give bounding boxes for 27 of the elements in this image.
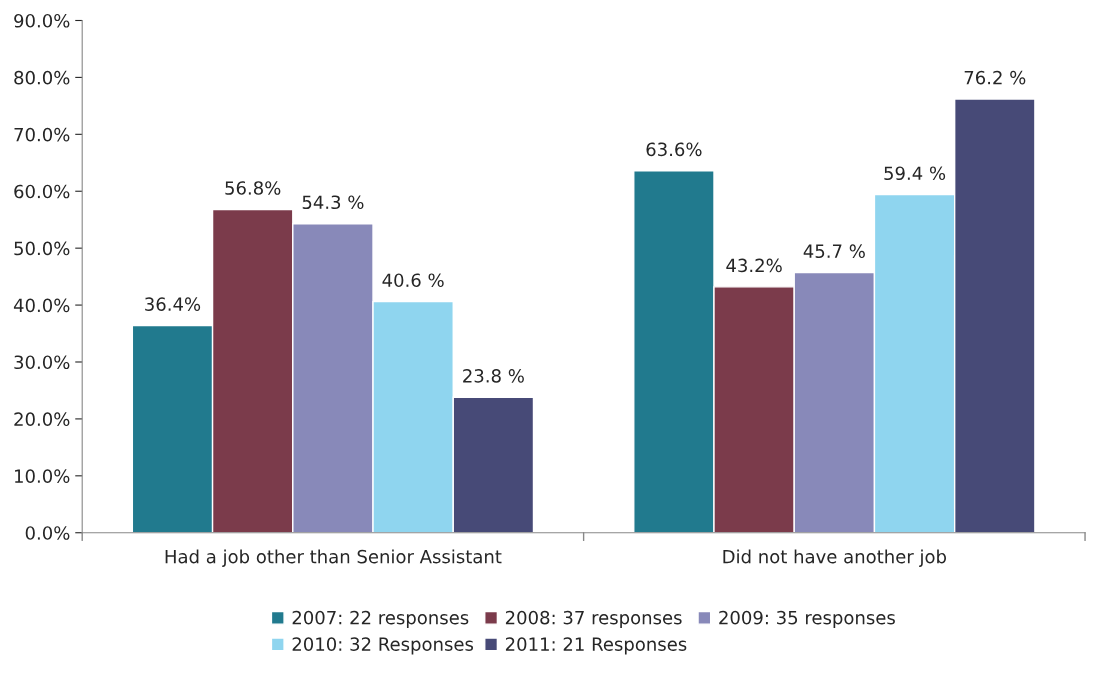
data-label: 76.2 %	[964, 70, 1026, 85]
x-tick-label: Had a job other than Senior Assistant	[165, 549, 502, 567]
legend-label: 2010: 32 Responses	[292, 637, 474, 655]
data-label: 45.7 %	[803, 244, 865, 259]
y-tick-label: 10.0%	[15, 469, 70, 483]
data-label: 43.2%	[726, 258, 782, 273]
data-label: 23.8 %	[463, 369, 524, 383]
legend-label: 2007: 22 responses	[292, 610, 469, 628]
data-label: 56.8%	[225, 181, 281, 195]
y-tick-label: 70.0%	[14, 127, 70, 142]
y-tick-label: 40.0%	[13, 298, 70, 313]
data-label: 59.4 %	[884, 166, 946, 181]
data-label: 63.6%	[646, 142, 702, 157]
x-tick-label: Did not have another job	[723, 549, 947, 567]
y-tick-label: 60.0%	[14, 184, 70, 199]
legend-label: 2008: 37 responses	[505, 610, 682, 628]
legend-label: 2011: 21 Responses	[505, 637, 687, 655]
data-label: 36.4%	[145, 297, 201, 311]
data-label: 40.6 %	[382, 273, 444, 288]
y-tick-label: 50.0%	[14, 241, 70, 256]
y-tick-label: 30.0%	[14, 355, 70, 370]
data-label: 54.3 %	[302, 195, 364, 210]
y-tick-label: 0.0%	[25, 526, 70, 540]
y-tick-label: 90.0%	[14, 13, 70, 28]
legend-label: 2009: 35 responses	[719, 610, 895, 628]
y-tick-label: 80.0%	[14, 70, 70, 85]
y-tick-label: 20.0%	[14, 412, 70, 427]
